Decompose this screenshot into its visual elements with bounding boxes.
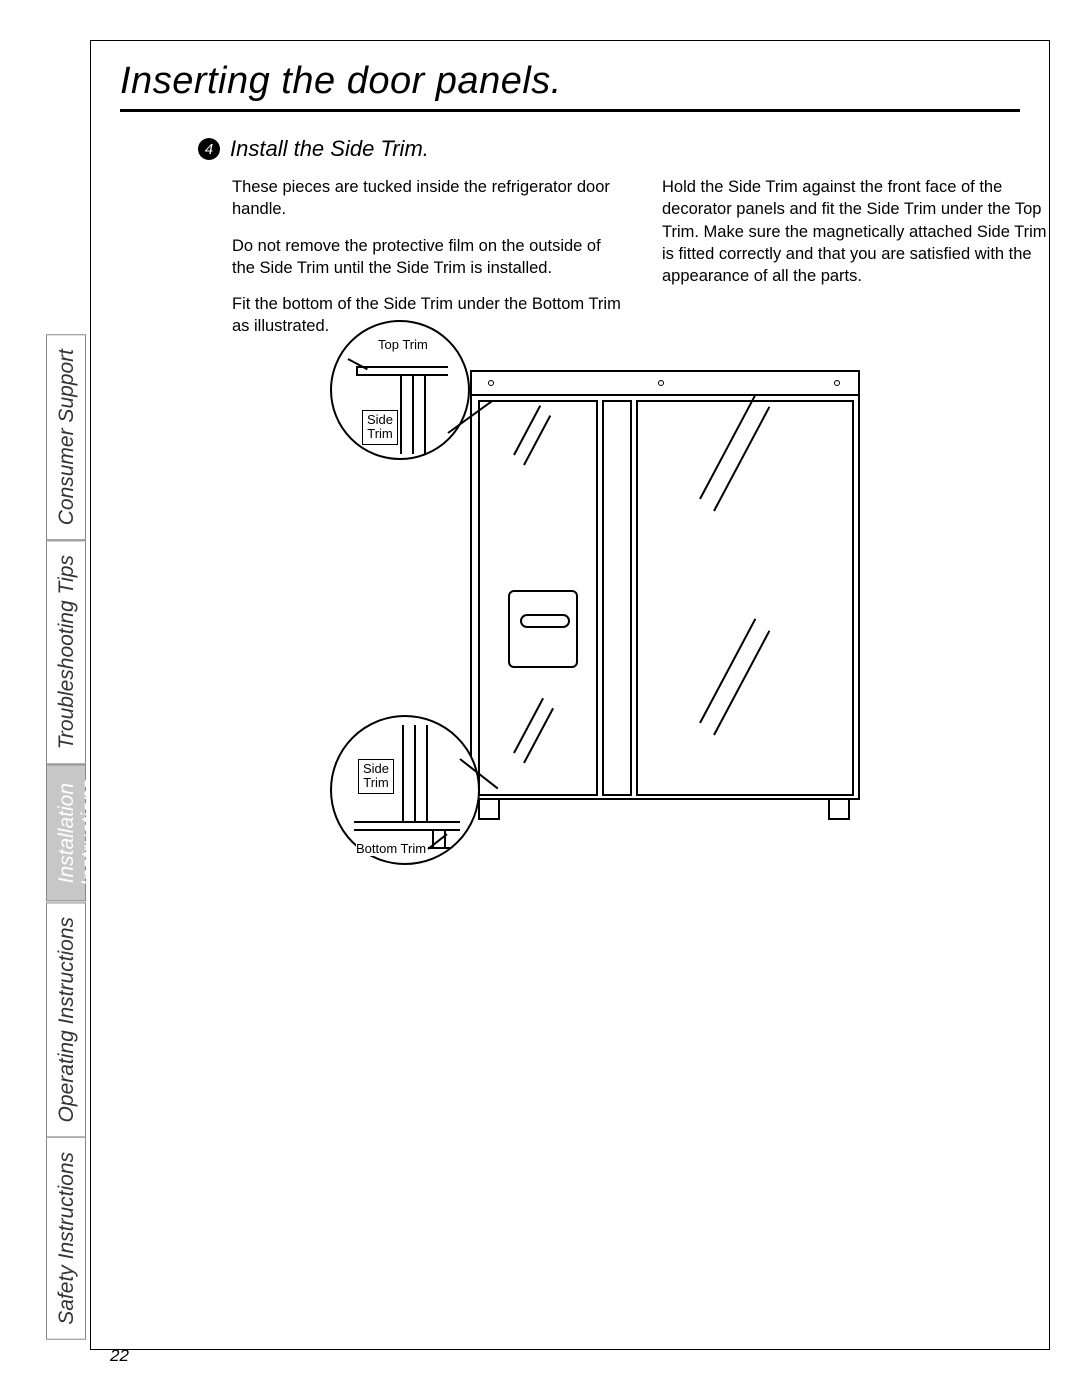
tab-troubleshooting-tips[interactable]: Troubleshooting Tips bbox=[46, 540, 86, 764]
dispenser-paddle bbox=[520, 614, 570, 628]
fridge-body bbox=[470, 370, 860, 800]
tab-consumer-support[interactable]: Consumer Support bbox=[46, 334, 86, 540]
detail-line bbox=[426, 725, 428, 821]
step-number-badge: 4 bbox=[198, 138, 220, 160]
hinge-icon bbox=[834, 380, 840, 386]
paragraph: These pieces are tucked inside the refri… bbox=[232, 176, 622, 221]
hinge-icon bbox=[488, 380, 494, 386]
page-title: Inserting the door panels. bbox=[120, 60, 1020, 112]
tab-safety-instructions[interactable]: Safety Instructions bbox=[46, 1137, 86, 1340]
hinge-icon bbox=[658, 380, 664, 386]
paragraph: Do not remove the protective film on the… bbox=[232, 235, 622, 280]
detail-line bbox=[400, 374, 402, 454]
tab-operating-instructions[interactable]: Operating Instructions bbox=[46, 902, 86, 1137]
detail-line bbox=[356, 374, 448, 376]
fridge-leg bbox=[828, 800, 850, 820]
step-header: 4 Install the Side Trim. bbox=[198, 136, 1040, 162]
reflection-line bbox=[523, 415, 551, 465]
detail-line bbox=[402, 725, 404, 821]
center-handle-column bbox=[602, 400, 632, 796]
water-dispenser bbox=[508, 590, 578, 668]
detail-line bbox=[414, 725, 416, 821]
detail-line bbox=[444, 829, 446, 847]
page-content: Inserting the door panels. 4 Install the… bbox=[120, 60, 1040, 352]
detail-line bbox=[356, 366, 358, 374]
reflection-line bbox=[513, 698, 544, 754]
reflection-line bbox=[523, 708, 554, 764]
label-side-trim-upper: Side Trim bbox=[362, 410, 398, 445]
label-side-trim-lower: Side Trim bbox=[358, 759, 394, 794]
step-title: Install the Side Trim. bbox=[230, 136, 429, 162]
fridge-top-rim bbox=[472, 372, 858, 396]
paragraph: Hold the Side Trim against the front fac… bbox=[662, 176, 1052, 287]
detail-line bbox=[356, 366, 448, 368]
tab-installation-instructions[interactable]: Installation Instructions bbox=[46, 764, 86, 901]
fridge-leg bbox=[478, 800, 500, 820]
side-tabs: Safety Instructions Operating Instructio… bbox=[46, 50, 86, 1340]
label-top-trim: Top Trim bbox=[378, 338, 428, 352]
freezer-door bbox=[478, 400, 598, 796]
detail-line bbox=[424, 374, 426, 454]
refrigerator-diagram: Side Trim Top Trim Side Trim Bottom Trim bbox=[330, 320, 890, 890]
reflection-line bbox=[513, 405, 541, 455]
detail-line bbox=[412, 374, 414, 454]
fridge-door bbox=[636, 400, 854, 796]
label-bottom-trim: Bottom Trim bbox=[356, 842, 426, 856]
detail-line bbox=[354, 821, 460, 823]
page-number: 22 bbox=[110, 1346, 129, 1366]
